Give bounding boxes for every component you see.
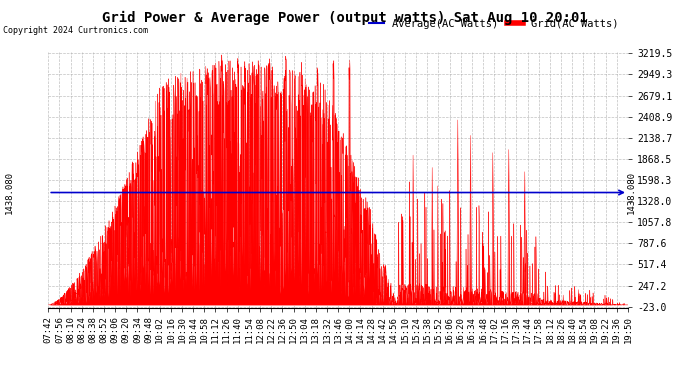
Legend: Average(AC Watts), Grid(AC Watts): Average(AC Watts), Grid(AC Watts) xyxy=(364,14,622,33)
Text: 1438.080: 1438.080 xyxy=(4,171,14,214)
Text: Grid Power & Average Power (output watts) Sat Aug 10 20:01: Grid Power & Average Power (output watts… xyxy=(102,11,588,26)
Text: 1438.080: 1438.080 xyxy=(627,171,636,214)
Text: Copyright 2024 Curtronics.com: Copyright 2024 Curtronics.com xyxy=(3,26,148,35)
